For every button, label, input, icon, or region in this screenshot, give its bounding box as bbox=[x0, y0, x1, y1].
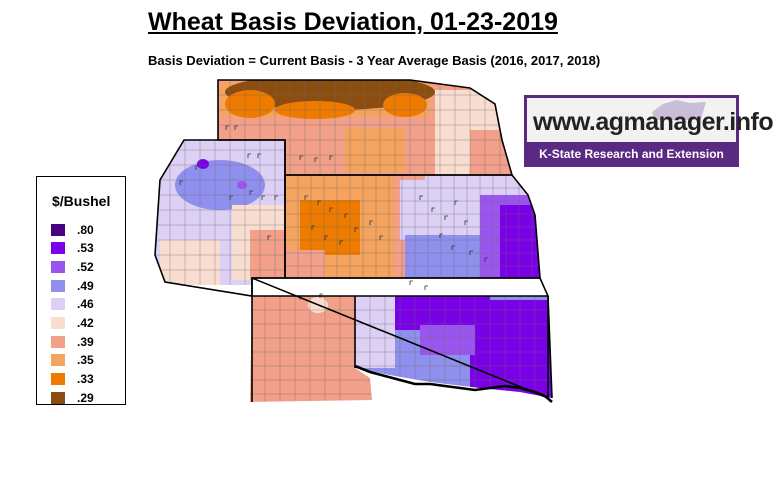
region-kansas bbox=[285, 175, 540, 278]
legend-item: .53 bbox=[51, 241, 94, 256]
state-borders bbox=[154, 79, 553, 402]
legend-swatch bbox=[51, 242, 65, 255]
kstate-wildcat-icon bbox=[652, 100, 706, 120]
legend-label: .46 bbox=[77, 297, 94, 312]
legend-swatch bbox=[51, 317, 65, 329]
legend-swatch bbox=[51, 260, 65, 273]
legend-label: .53 bbox=[77, 241, 94, 256]
legend-item: .42 bbox=[51, 316, 94, 331]
county-grid bbox=[155, 80, 552, 402]
legend-label: .80 bbox=[77, 222, 94, 237]
legend-item: .80 bbox=[51, 222, 94, 237]
red-river bbox=[354, 364, 553, 403]
legend-label: .29 bbox=[77, 390, 94, 405]
legend-item: .39 bbox=[51, 334, 94, 349]
region-texas bbox=[250, 296, 372, 402]
legend-item: .33 bbox=[51, 372, 94, 387]
legend-label: .39 bbox=[77, 334, 94, 349]
legend-label: .35 bbox=[77, 353, 94, 368]
logo-org: K-State Research and Extension bbox=[539, 147, 724, 161]
legend-label: .33 bbox=[77, 372, 94, 387]
region-oklahoma bbox=[355, 296, 552, 398]
map-title: Wheat Basis Deviation, 01-23-2019 bbox=[148, 8, 558, 36]
legend-item: .29 bbox=[51, 390, 94, 405]
legend-item: .49 bbox=[51, 278, 94, 293]
map-subtitle: Basis Deviation = Current Basis - 3 Year… bbox=[148, 53, 601, 68]
legend-item: .35 bbox=[51, 353, 94, 368]
map-legend: $/Bushel .80 .53 .52 .49 .46 .42 .39 .35 .33 .29 bbox=[36, 176, 126, 405]
legend-swatch bbox=[51, 298, 65, 311]
legend-swatch bbox=[51, 373, 65, 386]
legend-label: .42 bbox=[77, 316, 94, 330]
legend-label: .52 bbox=[77, 259, 94, 274]
legend-swatch bbox=[51, 335, 65, 348]
legend-title: $/Bushel bbox=[52, 193, 111, 209]
legend-item: .52 bbox=[51, 259, 94, 274]
logo-url: www.agmanager.info bbox=[533, 108, 774, 136]
legend-item: .46 bbox=[51, 297, 94, 312]
legend-swatch bbox=[51, 391, 65, 404]
legend-swatch bbox=[51, 279, 65, 292]
legend-label: .49 bbox=[77, 278, 94, 293]
legend-swatch bbox=[51, 354, 65, 367]
agmanager-logo: www.agmanager.info K-State Research and … bbox=[524, 95, 774, 167]
logo-bar bbox=[527, 142, 736, 164]
legend-swatch bbox=[51, 223, 65, 236]
station-markers bbox=[179, 125, 488, 300]
